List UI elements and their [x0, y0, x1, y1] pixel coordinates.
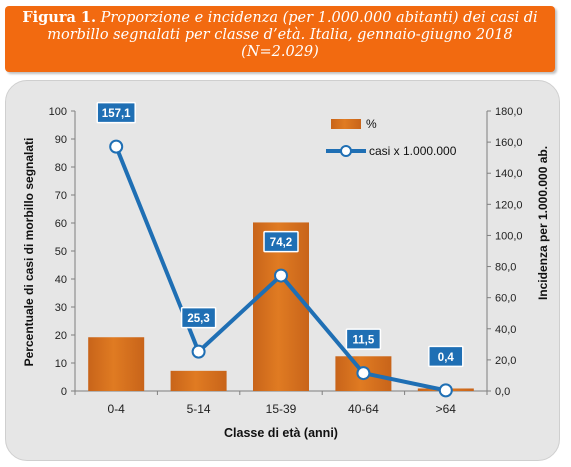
left-y-tick-label: 90: [55, 134, 67, 146]
data-label: 25,3: [187, 313, 209, 325]
right-y-tick-label: 40,0: [495, 324, 516, 336]
data-label-box: [180, 306, 217, 329]
right-y-tick-label: 180,0: [495, 106, 523, 118]
x-tick-label: >64: [436, 402, 457, 416]
x-tick-label: 0-4: [108, 402, 126, 416]
x-axis-title: Classe di età (anni): [224, 426, 338, 440]
incidence-point: [191, 344, 206, 359]
right-y-tick-label: 120,0: [495, 199, 523, 211]
figure-caption-banner: Figura 1. Proporzione e incidenza (per 1…: [5, 6, 555, 72]
bars-layer: [88, 222, 474, 391]
left-y-tick-label: 10: [55, 358, 67, 370]
bar-5-14: [170, 370, 227, 391]
data-label: 157,1: [102, 108, 131, 120]
legend-bar-swatch: [331, 119, 361, 129]
figure-label: Figura 1.: [22, 9, 97, 26]
x-tick-label: 15-39: [266, 402, 297, 416]
bar-0-4: [88, 337, 145, 391]
left-y-tick-label: 0: [61, 386, 67, 398]
legend: % casi x 1.000.000: [326, 117, 457, 158]
left-y-tick-label: 100: [49, 106, 67, 118]
incidence-point: [356, 366, 371, 381]
data-labels-layer: 157,1 25,3 74,2 11,5 0,4: [96, 101, 464, 368]
legend-bar-label: %: [366, 117, 377, 131]
legend-line-marker: [340, 145, 352, 157]
left-y-tick-label: 50: [55, 246, 67, 258]
x-tick-label: 5-14: [187, 402, 211, 416]
left-y-tick-label: 20: [55, 330, 67, 342]
data-label: 74,2: [270, 237, 292, 249]
right-y-tick-label: 100,0: [495, 230, 523, 242]
legend-line-label: casi x 1.000.000: [369, 144, 457, 158]
figure-caption: Proporzione e incidenza (per 1.000.000 a…: [47, 10, 538, 60]
right-y-tick-label: 80,0: [495, 262, 516, 274]
right-y-tick-label: 160,0: [495, 137, 523, 149]
incidence-point: [109, 139, 124, 154]
x-tick-label: 40-64: [348, 402, 379, 416]
data-label-box: [345, 328, 382, 350]
line-layer: [109, 139, 453, 398]
left-y-tick-label: 80: [55, 162, 67, 174]
incidence-point: [274, 268, 288, 283]
data-label-box: [263, 230, 299, 253]
right-y-tick-label: 140,0: [495, 168, 523, 180]
right-y-tick-label: 60,0: [495, 293, 516, 305]
left-y-tick-label: 60: [55, 218, 67, 230]
data-label-box: [428, 345, 464, 368]
data-label-box: [96, 101, 136, 124]
axes-layer: 0 10 20 30 40 50 60 70 80 90 100 0,0 20,0 40,0 60,0 80,…: [22, 106, 550, 440]
data-label: 0,4: [438, 352, 455, 364]
left-y-tick-label: 70: [55, 190, 67, 202]
incidence-point: [438, 383, 453, 398]
right-y-tick-label: 20,0: [495, 355, 516, 367]
left-y-tick-label: 40: [55, 274, 67, 286]
right-y-axis-title: Incidenza per 1.000.000 ab.: [536, 146, 550, 300]
right-y-tick-label: 0,0: [495, 386, 510, 398]
data-label: 11,5: [353, 335, 375, 347]
left-y-tick-label: 30: [55, 302, 67, 314]
left-y-axis-title: Percentuale di casi di morbillo segnalat…: [22, 138, 36, 367]
